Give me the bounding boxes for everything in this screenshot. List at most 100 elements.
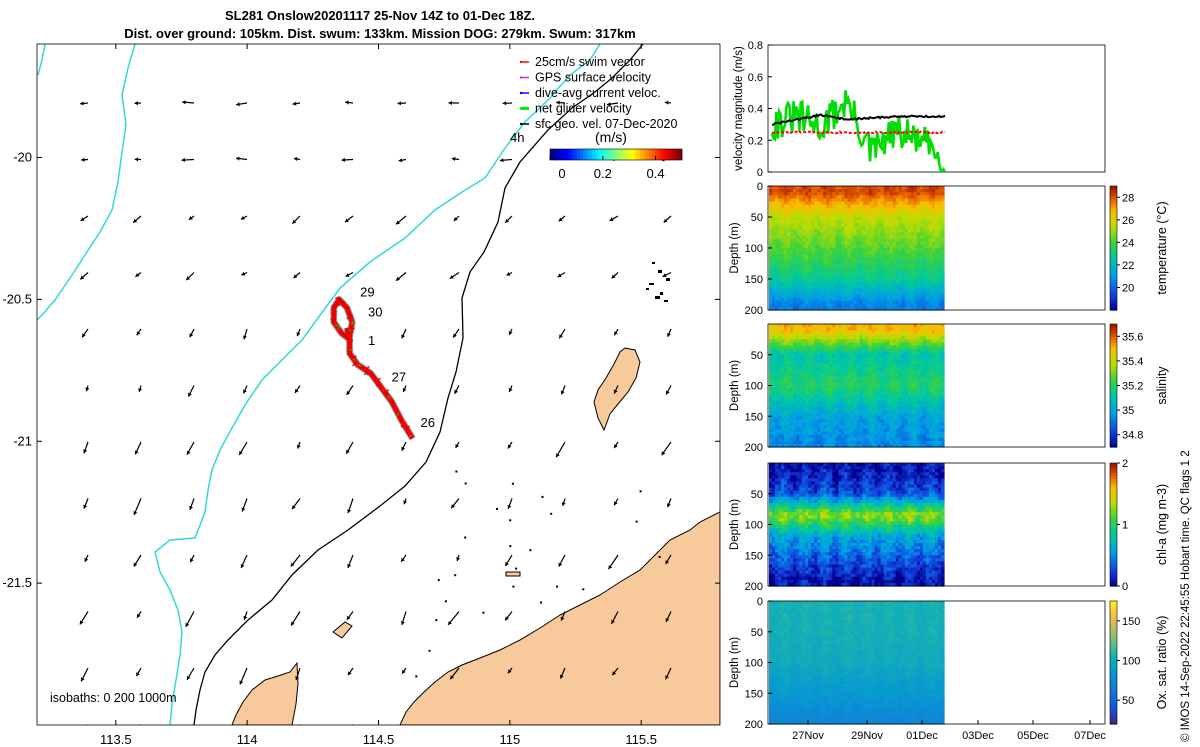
section-cell bbox=[892, 272, 897, 277]
section-cell bbox=[862, 391, 867, 396]
section-cell bbox=[856, 232, 861, 237]
section-cell bbox=[841, 279, 845, 283]
section-cell bbox=[925, 210, 930, 215]
section-cell bbox=[907, 327, 912, 331]
section-cell bbox=[802, 431, 806, 436]
section-cell bbox=[907, 201, 912, 206]
section-cell bbox=[814, 336, 818, 340]
section-cell bbox=[934, 235, 939, 240]
section-cell bbox=[787, 279, 791, 283]
section-cell bbox=[910, 294, 915, 299]
section-cell bbox=[856, 303, 861, 308]
section-cell bbox=[808, 207, 812, 212]
section-cell bbox=[793, 189, 797, 193]
section-cell bbox=[892, 254, 897, 258]
section-cell bbox=[880, 425, 885, 430]
section-cell bbox=[928, 345, 933, 350]
section-cell bbox=[862, 213, 867, 218]
section-cell bbox=[859, 244, 864, 249]
section-cell bbox=[802, 232, 806, 237]
section-cell bbox=[844, 303, 848, 308]
section-cell bbox=[886, 397, 891, 402]
section-cell bbox=[910, 282, 915, 286]
section-cell bbox=[823, 275, 827, 280]
section-cell bbox=[916, 201, 921, 206]
section-cell bbox=[814, 260, 818, 265]
section-cell bbox=[811, 443, 815, 448]
section-cell bbox=[916, 285, 921, 289]
section-cell bbox=[823, 223, 827, 227]
section-cell bbox=[772, 324, 776, 328]
section-cell bbox=[775, 342, 779, 347]
section-cell bbox=[853, 345, 858, 350]
section-cell bbox=[841, 419, 845, 423]
section-cell bbox=[919, 385, 924, 390]
section-cell bbox=[931, 272, 936, 277]
section-cell bbox=[862, 294, 867, 299]
section-cell bbox=[874, 422, 879, 427]
section-cell bbox=[901, 403, 906, 408]
section-cell bbox=[871, 210, 876, 215]
section-cell bbox=[772, 201, 776, 206]
section-cell bbox=[817, 251, 821, 255]
section-cell bbox=[892, 385, 897, 390]
section-cell bbox=[841, 351, 845, 356]
section-cell bbox=[862, 244, 867, 249]
section-cell bbox=[820, 275, 824, 280]
section-cell bbox=[934, 266, 939, 271]
section-cell bbox=[817, 244, 821, 249]
section-cell bbox=[796, 282, 800, 286]
section-cell bbox=[853, 248, 858, 252]
legend-swatch-dot bbox=[519, 76, 523, 79]
section-cell bbox=[802, 198, 806, 203]
section-cell bbox=[808, 232, 812, 237]
section-cell bbox=[871, 376, 876, 380]
section-cell bbox=[817, 354, 821, 359]
section-cell bbox=[901, 186, 906, 190]
section-cell bbox=[802, 351, 806, 356]
section-colorbar-cell bbox=[1110, 279, 1117, 283]
section-cell bbox=[934, 306, 939, 311]
section-cell bbox=[769, 244, 773, 249]
section-cell bbox=[934, 226, 939, 230]
section-cell bbox=[787, 201, 791, 206]
section-cell bbox=[829, 370, 833, 374]
section-colorbar-cell bbox=[1110, 238, 1117, 243]
section-cell bbox=[778, 327, 782, 331]
section-cell bbox=[805, 235, 809, 240]
section-cell bbox=[853, 213, 858, 218]
section-cell bbox=[811, 419, 815, 423]
section-cell bbox=[925, 336, 930, 340]
section-cell bbox=[835, 272, 839, 277]
swim-vector bbox=[352, 355, 357, 359]
section-cell bbox=[769, 294, 773, 299]
colorbar-cell bbox=[625, 149, 629, 160]
section-cell bbox=[778, 195, 782, 199]
section-cell bbox=[880, 339, 885, 344]
section-cell bbox=[916, 241, 921, 246]
section-cell bbox=[889, 279, 894, 283]
section-cell bbox=[811, 248, 815, 252]
section-cell bbox=[938, 238, 942, 243]
section-cell bbox=[919, 428, 924, 433]
section-cell bbox=[784, 333, 788, 337]
section-cell bbox=[874, 272, 879, 277]
section-cell bbox=[814, 324, 818, 328]
section-cell bbox=[787, 226, 791, 230]
section-cell bbox=[856, 400, 861, 405]
section-cell bbox=[877, 370, 882, 374]
section-cell bbox=[895, 364, 900, 368]
section-cell bbox=[904, 254, 909, 258]
section-cell bbox=[925, 303, 930, 308]
section-cell bbox=[898, 223, 903, 227]
section-cell bbox=[907, 342, 912, 347]
section-cell bbox=[805, 391, 809, 396]
section-cell bbox=[856, 248, 861, 252]
section-cell bbox=[775, 186, 779, 190]
section-cell bbox=[895, 229, 900, 234]
section-cell bbox=[877, 434, 882, 439]
map-x-tick-label: 115 bbox=[499, 732, 520, 747]
section-cell bbox=[802, 251, 806, 255]
section-cell bbox=[941, 195, 945, 199]
section-cell bbox=[913, 189, 918, 193]
